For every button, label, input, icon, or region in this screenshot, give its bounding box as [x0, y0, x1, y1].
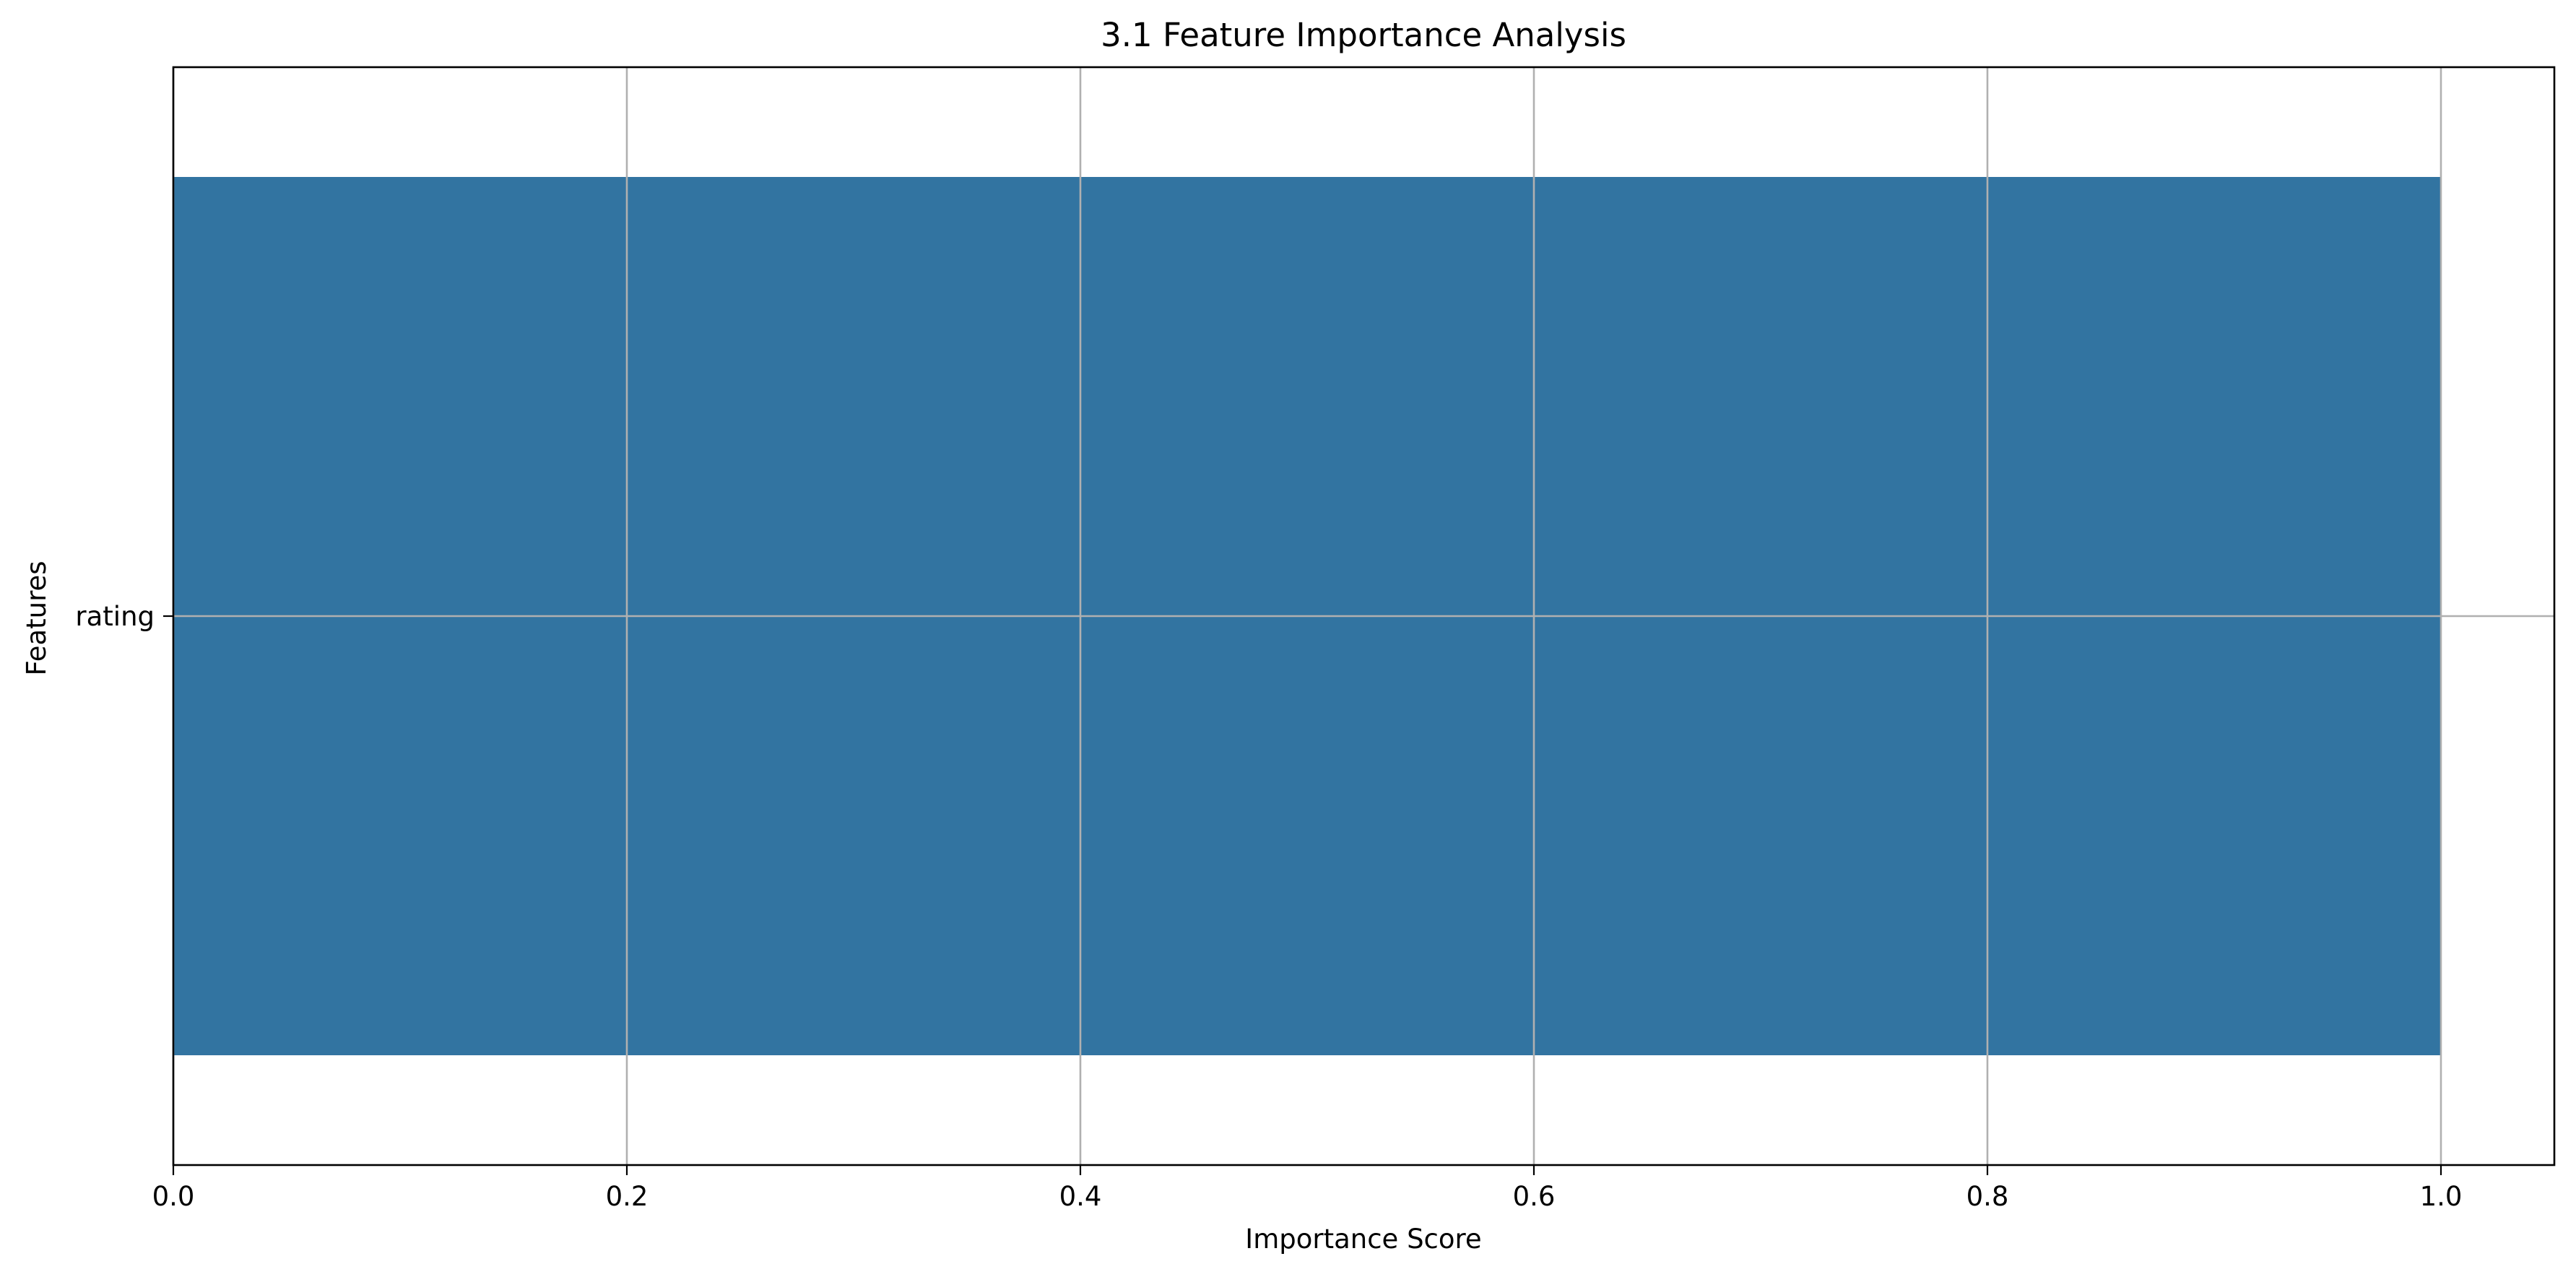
y-tick-label-rating: rating: [75, 601, 155, 632]
x-tick-label: 0.4: [1059, 1181, 1102, 1212]
y-axis-ticks: rating: [75, 601, 173, 632]
x-tick-label: 1.0: [2420, 1181, 2463, 1212]
x-tick-label: 0.2: [606, 1181, 649, 1212]
y-axis-label: Features: [21, 560, 52, 675]
x-tick-label: 0.0: [152, 1181, 195, 1212]
x-tick-label: 0.8: [1966, 1181, 2009, 1212]
x-axis-ticks: 0.0 0.2 0.4 0.6 0.8 1.0: [152, 1165, 2463, 1212]
x-tick-label: 0.6: [1513, 1181, 1556, 1212]
chart-title: 3.1 Feature Importance Analysis: [1101, 16, 1626, 54]
x-axis-label: Importance Score: [1245, 1224, 1481, 1255]
